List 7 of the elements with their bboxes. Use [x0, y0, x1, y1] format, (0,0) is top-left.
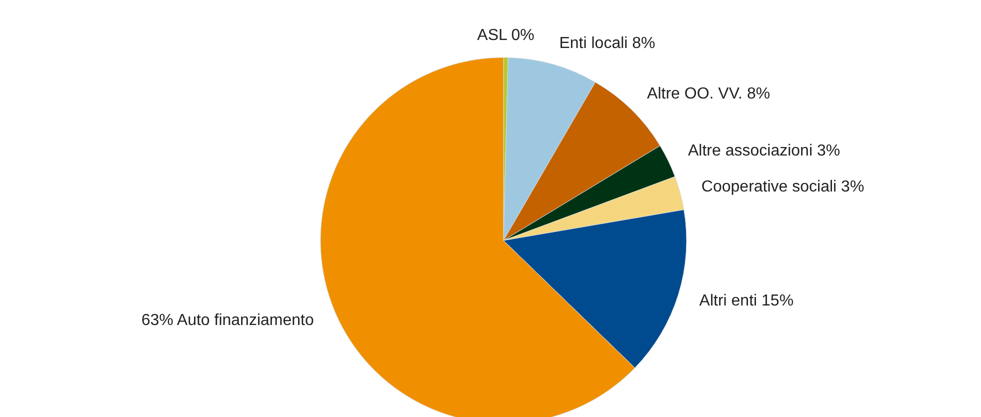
- slice-label: Altre associazioni 3%: [688, 142, 840, 160]
- slice-label: 63% Auto finanziamento: [141, 312, 314, 329]
- slice-label: ASL 0%: [477, 27, 534, 44]
- slice-label: Altri enti 15%: [699, 292, 794, 310]
- slice-label: Cooperative sociali 3%: [701, 178, 864, 196]
- slice-label: Altre OO. VV. 8%: [647, 86, 770, 103]
- slice-label: Enti locali 8%: [559, 34, 656, 52]
